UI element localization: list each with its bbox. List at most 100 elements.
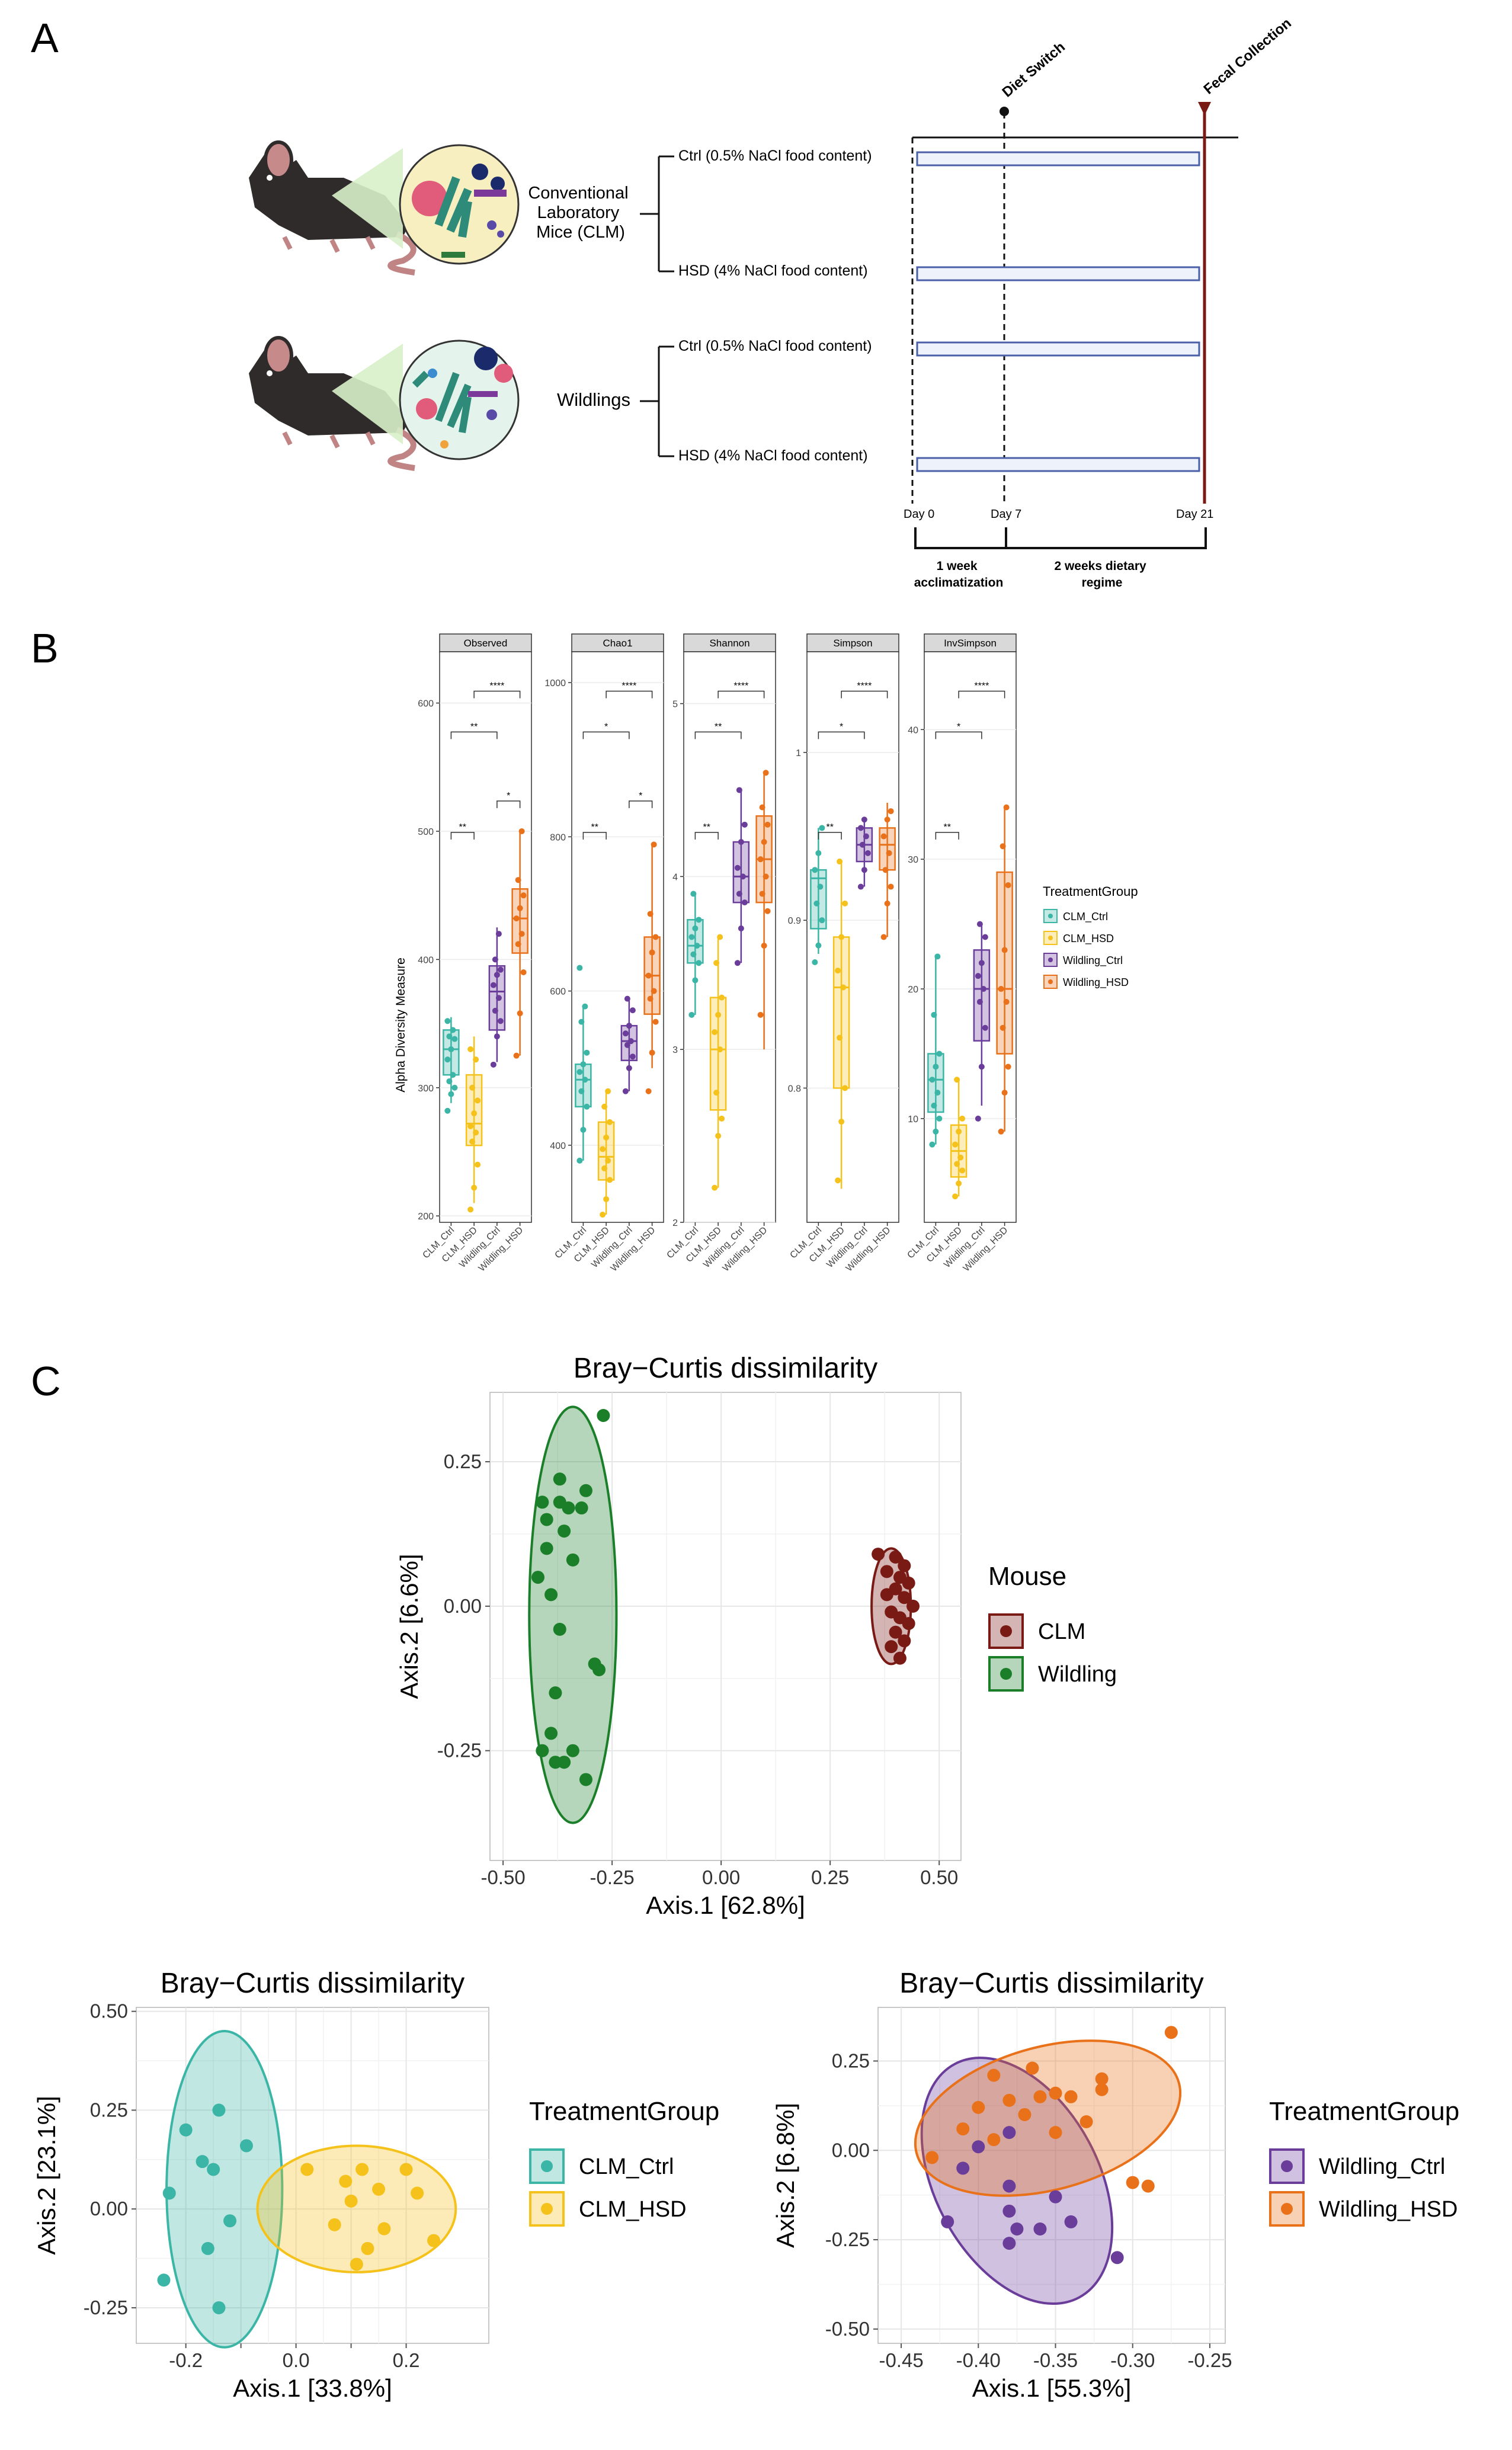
facet-simpson: Simpson0.80.91*******CLM_CtrlCLM_HSDWild…: [788, 633, 899, 1274]
confidence-ellipse: [528, 1405, 618, 1824]
data-point: [957, 1154, 964, 1161]
data-point: [838, 934, 845, 940]
data-point: [1064, 2215, 1078, 2228]
data-point: [544, 1588, 558, 1602]
data-point: [1033, 2222, 1047, 2236]
data-point: [328, 2218, 341, 2231]
x-tick-label: -0.25: [1187, 2349, 1232, 2371]
y-tick-label: 800: [550, 832, 566, 843]
y-tick-label: 40: [908, 725, 918, 735]
x-tick-label: -0.2: [169, 2349, 203, 2371]
data-point: [898, 1591, 911, 1604]
x-tick-label: 0.25: [811, 1866, 849, 1888]
data-point: [715, 1133, 722, 1139]
data-point: [819, 825, 825, 831]
data-point: [959, 1167, 966, 1174]
data-point: [451, 1036, 458, 1042]
significance-bracket: [717, 690, 765, 699]
y-tick-label: 0.00: [90, 2198, 128, 2220]
data-point: [864, 850, 871, 856]
data-point: [978, 960, 985, 966]
data-point: [888, 883, 894, 890]
data-point: [444, 1018, 451, 1024]
legend-label: CLM_HSD: [1063, 933, 1114, 945]
data-point: [694, 943, 700, 949]
data-point: [1049, 2086, 1062, 2100]
significance-label: **: [827, 822, 834, 832]
data-point: [696, 917, 702, 923]
x-tick-label: -0.45: [879, 2349, 923, 2371]
data-point: [645, 1088, 652, 1094]
significance-bracket: [818, 832, 842, 840]
facet-panel: [439, 651, 532, 1223]
data-point: [857, 825, 864, 831]
chart-title: Bray−Curtis dissimilarity: [161, 1968, 465, 1999]
data-point: [837, 1035, 843, 1041]
data-point: [495, 931, 502, 937]
y-tick-label: 20: [908, 985, 918, 995]
significance-bracket: [935, 832, 959, 840]
data-point: [450, 1027, 456, 1033]
data-point: [952, 1193, 959, 1200]
data-point: [738, 925, 744, 931]
data-point: [377, 2222, 391, 2236]
data-point: [515, 941, 521, 947]
box: [927, 1053, 944, 1113]
data-point: [688, 934, 695, 940]
legend-label: CLM_Ctrl: [1063, 911, 1108, 923]
beta-diversity-panel: -0.50 -0.25 0.00 0.25 0.50 -0.25 0.00 0.25 Bray−…: [33, 1353, 1459, 2402]
facet-panel: [683, 651, 776, 1223]
significance-label: *: [604, 722, 608, 732]
data-point: [741, 899, 748, 906]
data-point: [1049, 2190, 1062, 2204]
facet-chao1: Chao14006008001000********CLM_CtrlCLM_HS…: [544, 633, 664, 1274]
y-tick-label: 0.25: [832, 2049, 870, 2071]
data-point: [494, 972, 500, 978]
data-point: [579, 1773, 592, 1786]
data-point: [980, 986, 986, 992]
day-label: Day 7: [991, 508, 1021, 521]
y-tick-label: 0.8: [788, 1084, 801, 1094]
significance-label: ****: [733, 681, 748, 691]
data-point: [1002, 2093, 1016, 2107]
y-tick-label: 4: [672, 872, 678, 882]
data-point: [859, 841, 866, 848]
data-point: [761, 839, 767, 845]
data-point: [863, 833, 869, 840]
significance-bracket: [496, 800, 521, 808]
data-point: [692, 977, 699, 984]
significance-bracket: [450, 731, 498, 739]
data-point: [956, 2161, 970, 2175]
legend-label: Wildling_HSD: [1319, 2197, 1457, 2222]
data-point: [719, 1115, 725, 1122]
significance-bracket: [473, 690, 521, 699]
data-point: [494, 1033, 500, 1040]
data-point: [624, 1042, 630, 1048]
data-point: [925, 2151, 939, 2164]
significance-bracket: [958, 690, 1005, 699]
data-point: [736, 787, 742, 793]
data-point: [651, 988, 657, 994]
data-point: [622, 1030, 629, 1037]
data-point: [976, 921, 983, 927]
x-tick-label: 0.0: [283, 2349, 310, 2371]
significance-bracket: [818, 731, 865, 739]
data-point: [361, 2241, 374, 2255]
data-point: [1010, 2222, 1024, 2236]
data-point: [467, 1123, 474, 1129]
panel-label-c: C: [31, 1358, 61, 1404]
data-point: [1005, 882, 1011, 888]
y-tick-label: 3: [672, 1045, 678, 1055]
data-point: [531, 1571, 544, 1584]
data-point: [719, 994, 725, 1001]
data-point: [651, 841, 657, 848]
legend-title: TreatmentGroup: [1269, 2097, 1459, 2126]
data-point: [448, 1091, 454, 1097]
data-point: [355, 2163, 369, 2176]
data-point: [300, 2163, 314, 2176]
significance-bracket: [841, 690, 888, 699]
legend-label: Wildling_Ctrl: [1319, 2154, 1445, 2179]
y-tick-label: 500: [418, 827, 434, 837]
chart-title: Bray−Curtis dissimilarity: [899, 1968, 1203, 1999]
